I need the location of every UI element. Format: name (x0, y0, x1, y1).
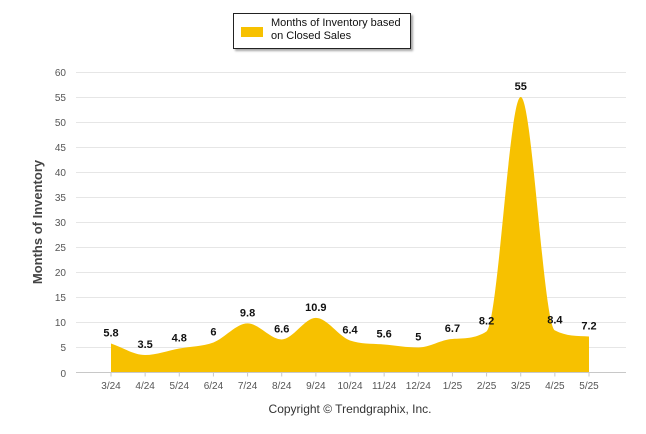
x-tick-label: 1/25 (443, 381, 463, 392)
y-tick-label: 45 (55, 143, 67, 154)
x-axis-ticks: 3/24 4/24 5/24 6/24 7/24 8/24 9/24 10/24 11/24 12… (101, 372, 599, 392)
x-tick-label: 3/25 (511, 381, 531, 392)
data-labels: 5.8 3.5 4.8 6 9.8 6.6 10.9 6.4 5.6 5 6.7 8.2 55 8.4 7.… (103, 81, 596, 351)
data-label: 6.4 (342, 324, 358, 336)
y-tick-label: 5 (60, 343, 66, 354)
data-label: 55 (515, 81, 527, 93)
data-label: 4.8 (172, 332, 187, 344)
x-tick-label: 5/24 (170, 381, 190, 392)
data-label: 9.8 (240, 307, 255, 319)
x-tick-label: 11/24 (372, 381, 397, 392)
x-tick-label: 12/24 (406, 381, 431, 392)
data-label: 6 (210, 326, 216, 338)
data-label: 8.4 (547, 314, 563, 326)
y-tick-label: 55 (55, 93, 67, 104)
x-tick-label: 4/25 (545, 381, 565, 392)
legend-swatch (241, 27, 263, 37)
x-tick-label: 4/24 (135, 381, 155, 392)
y-tick-label: 50 (55, 118, 67, 129)
legend-label: Months of Inventory based on Closed Sale… (271, 17, 401, 42)
data-label: 3.5 (137, 339, 152, 351)
y-tick-label: 30 (55, 218, 67, 229)
gridlines (76, 72, 626, 348)
y-axis-ticks: 0 5 10 15 20 25 30 35 40 45 50 55 60 (55, 68, 67, 380)
x-tick-label: 9/24 (306, 381, 326, 392)
data-label: 5.8 (103, 327, 118, 339)
data-label: 5.6 (376, 328, 391, 340)
y-tick-label: 35 (55, 193, 67, 204)
y-tick-label: 0 (60, 369, 66, 380)
y-tick-label: 10 (55, 318, 67, 329)
data-label: 6.6 (274, 323, 289, 335)
y-tick-label: 60 (55, 68, 67, 79)
data-label: 8.2 (479, 315, 494, 327)
data-label: 10.9 (305, 302, 326, 314)
x-tick-label: 7/24 (238, 381, 258, 392)
y-tick-label: 15 (55, 293, 67, 304)
copyright-text: Copyright © Trendgraphix, Inc. (269, 402, 432, 416)
y-tick-label: 20 (55, 268, 67, 279)
x-tick-label: 2/25 (477, 381, 497, 392)
data-label: 6.7 (445, 323, 460, 335)
x-tick-label: 3/24 (101, 381, 121, 392)
data-label: 5 (415, 331, 421, 343)
y-tick-label: 25 (55, 243, 67, 254)
area-series (111, 97, 589, 373)
x-tick-label: 5/25 (579, 381, 599, 392)
x-tick-label: 10/24 (337, 381, 362, 392)
legend: Months of Inventory based on Closed Sale… (233, 13, 411, 49)
x-tick-label: 8/24 (272, 381, 292, 392)
y-tick-label: 40 (55, 168, 67, 179)
x-tick-label: 6/24 (204, 381, 224, 392)
y-axis-label: Months of Inventory (30, 159, 45, 284)
data-label: 7.2 (581, 320, 596, 332)
